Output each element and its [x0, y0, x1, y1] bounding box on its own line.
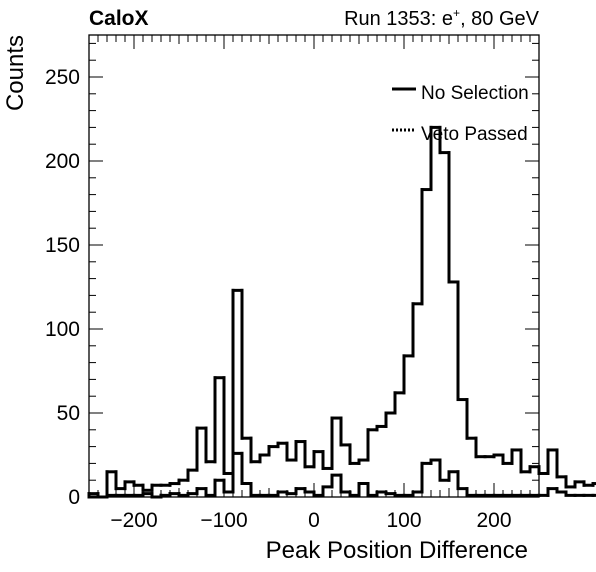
y-tick-label: 250	[45, 66, 80, 89]
y-tick-label: 50	[57, 402, 80, 425]
histogram-series	[87, 125, 596, 499]
x-tick-label: 100	[386, 509, 421, 532]
legend-label-no-selection: No Selection	[421, 83, 529, 104]
x-tick-label: −100	[200, 509, 247, 532]
y-tick-label: 0	[68, 486, 80, 509]
tick-labels: −200 −100 0 100 200 0 50 100 150 200 250	[45, 66, 512, 532]
y-axis-label: Counts	[2, 35, 29, 111]
axis-ticks	[88, 35, 540, 498]
x-axis-label: Peak Position Difference	[266, 537, 528, 564]
plot-frame	[88, 34, 540, 498]
experiment-label: CaloX	[89, 7, 149, 30]
legend: No Selection Veto Passed	[392, 83, 529, 145]
run-info-label: Run 1353: e+, 80 GeV	[344, 6, 540, 30]
y-tick-label: 200	[45, 150, 80, 173]
run-info-text: Run 1353: e	[344, 8, 453, 30]
run-info-tail: , 80 GeV	[460, 8, 540, 30]
legend-label-veto-passed: Veto Passed	[421, 124, 528, 145]
y-tick-label: 150	[45, 234, 80, 257]
x-tick-label: −200	[110, 509, 157, 532]
x-tick-label: 0	[308, 509, 320, 532]
run-info-superscript: +	[453, 6, 460, 20]
y-tick-label: 100	[45, 318, 80, 341]
x-tick-label: 200	[476, 509, 511, 532]
series-no-selection	[87, 125, 596, 499]
